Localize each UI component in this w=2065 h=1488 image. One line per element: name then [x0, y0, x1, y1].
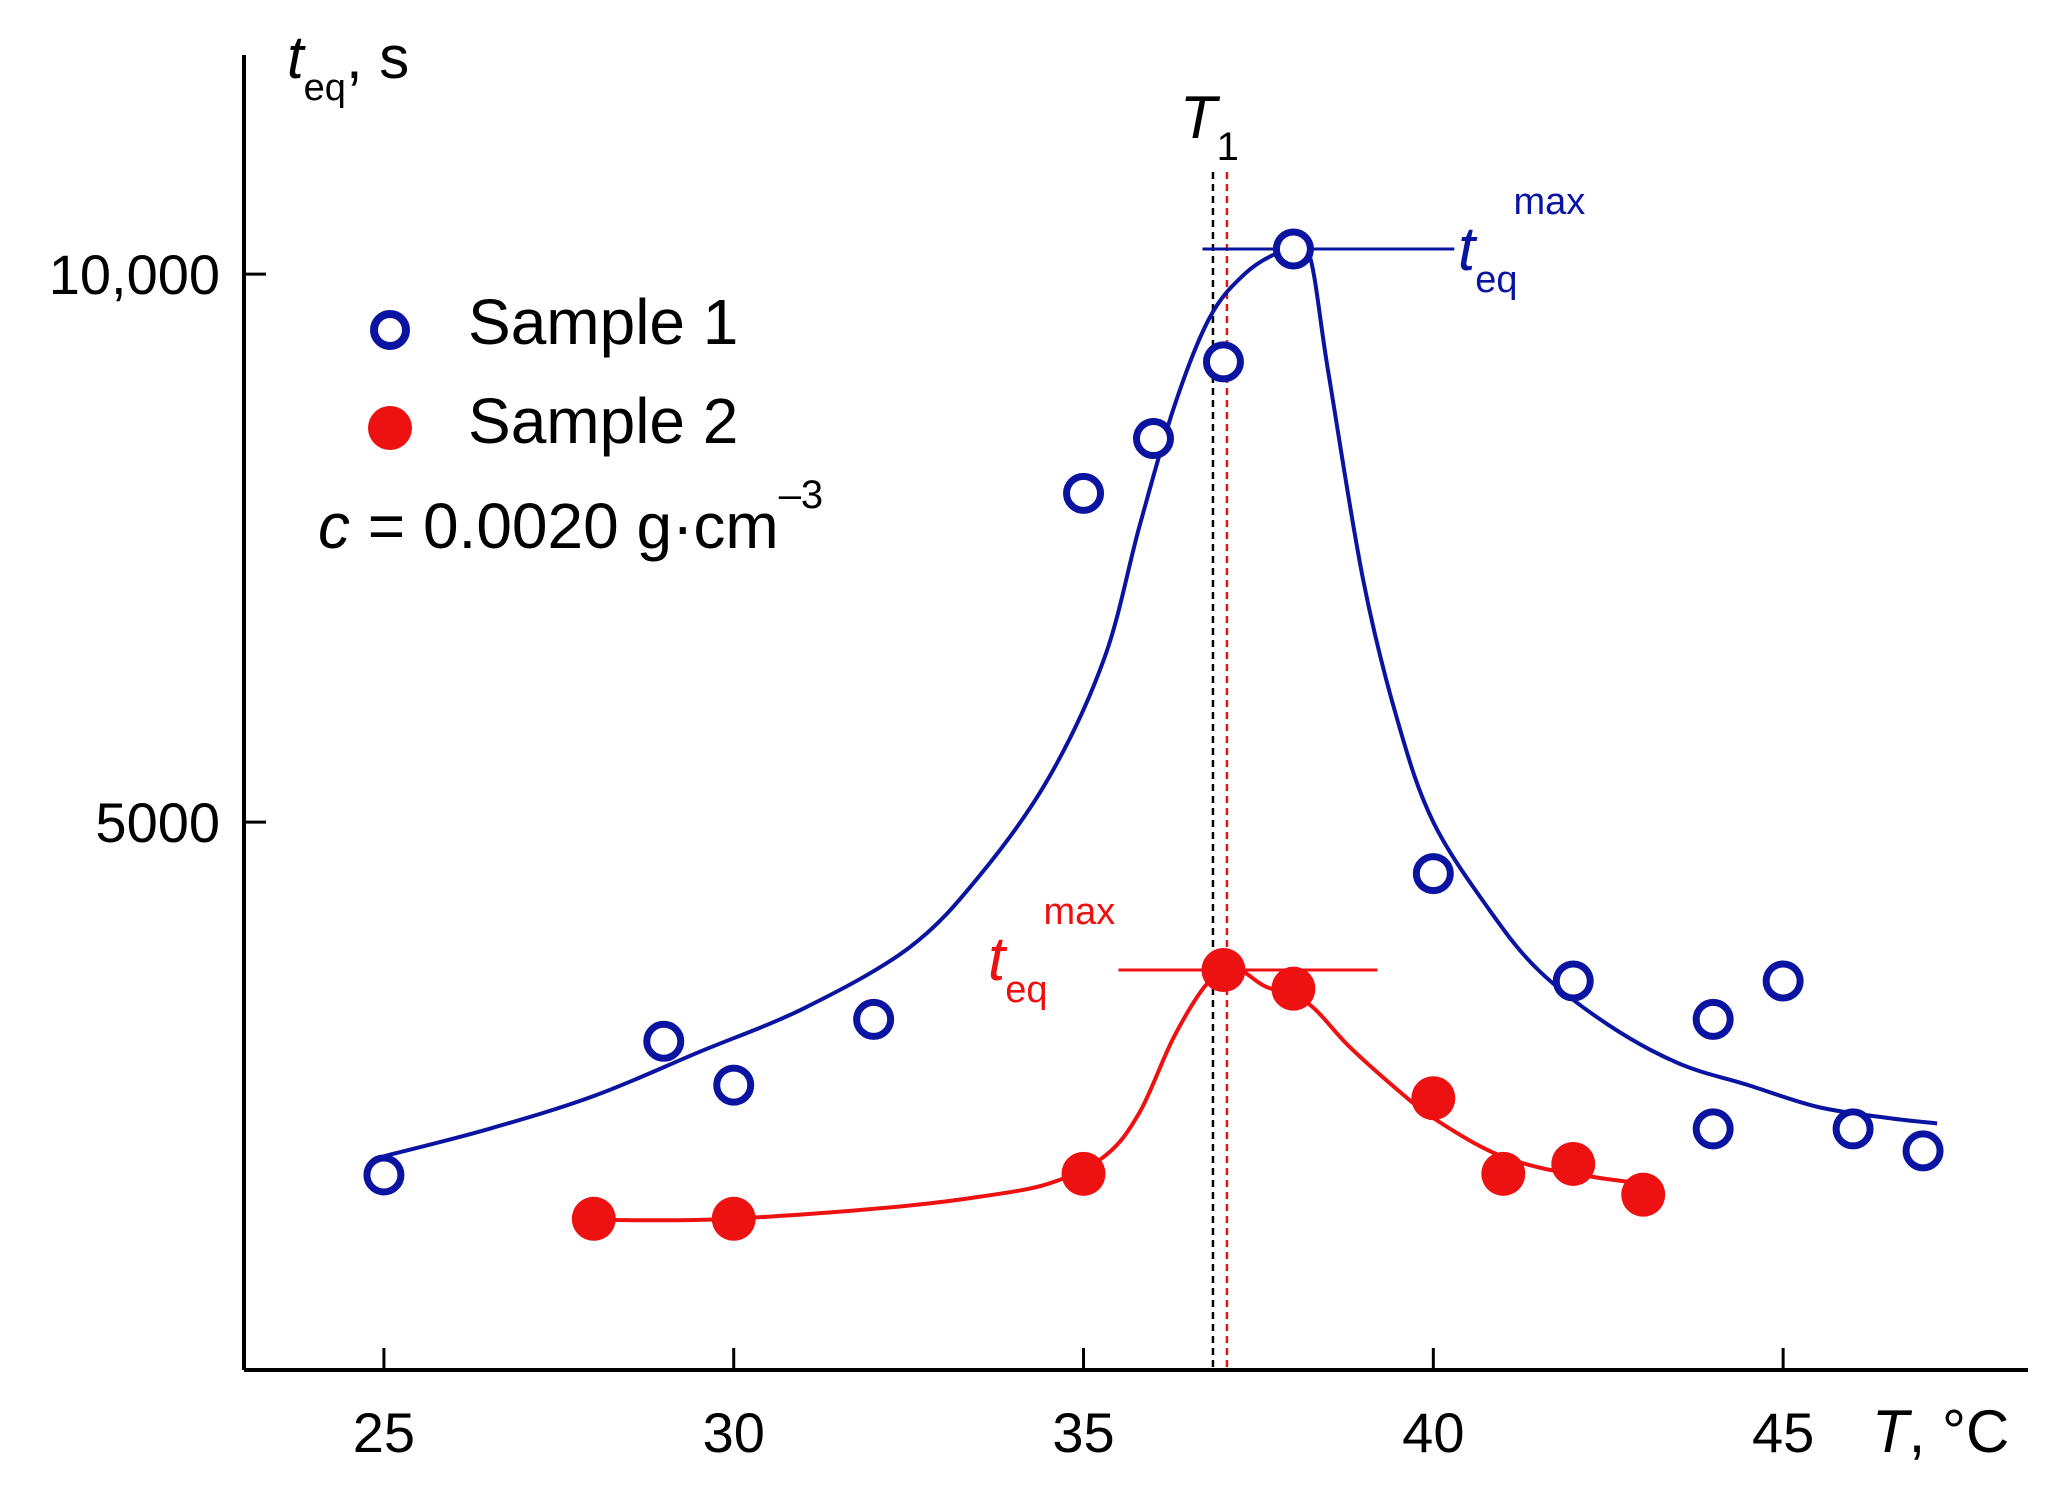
point-sample-1-1 [643, 1020, 685, 1062]
point-sample-1-11 [1692, 1108, 1734, 1150]
y-tick-label-5000: 5000 [95, 791, 220, 854]
point-sample-2-1 [711, 1196, 756, 1241]
point-sample-1-14 [1902, 1130, 1944, 1172]
x-ticks: 25 30 35 40 45 [353, 1348, 1814, 1464]
point-sample-2-3 [1201, 948, 1246, 993]
tmax-red-label: teqmax [988, 891, 1115, 1011]
point-sample-2-4 [1271, 966, 1316, 1011]
legend-concentration: c = 0.0020 g·cm–3 [318, 473, 823, 562]
point-sample-1-2 [713, 1064, 755, 1106]
point-sample-2-6 [1481, 1151, 1526, 1196]
t1-label: T1 [1180, 84, 1239, 169]
point-sample-1-12 [1762, 960, 1804, 1002]
x-tick-label-45: 45 [1752, 1401, 1814, 1464]
fit-curve-sample-1 [383, 238, 1938, 1159]
tmax-lines [1118, 247, 1455, 972]
legend-label-sample-2: Sample 2 [468, 385, 738, 457]
legend-marker-sample-2 [368, 406, 412, 450]
legend: Sample 1 Sample 2 c = 0.0020 g·cm–3 [318, 286, 823, 562]
point-sample-2-5 [1411, 1076, 1456, 1121]
point-sample-2-8 [1621, 1172, 1666, 1217]
legend-label-sample-1: Sample 1 [468, 286, 738, 358]
x-tick-label-35: 35 [1052, 1401, 1114, 1464]
data-points [363, 228, 1944, 1241]
x-tick-label-40: 40 [1402, 1401, 1464, 1464]
y-axis-title: teq, s [287, 24, 409, 109]
legend-marker-sample-1 [370, 310, 410, 350]
point-sample-2-7 [1551, 1141, 1596, 1186]
point-sample-2-0 [571, 1196, 616, 1241]
x-axis-title: T, °C [1872, 1398, 2009, 1465]
point-sample-1-9 [1552, 960, 1594, 1002]
point-sample-1-5 [1132, 418, 1174, 460]
y-tick-label-10000: 10,000 [49, 243, 220, 306]
point-sample-1-13 [1832, 1108, 1874, 1150]
point-sample-1-0 [363, 1154, 405, 1196]
axes [242, 55, 2028, 1372]
x-tick-label-30: 30 [703, 1401, 765, 1464]
point-sample-1-10 [1692, 998, 1734, 1040]
point-sample-1-8 [1412, 853, 1454, 895]
point-sample-1-3 [853, 998, 895, 1040]
t1-lines [1211, 172, 1229, 1370]
y-ticks: 5000 10,000 [49, 243, 266, 854]
x-tick-label-25: 25 [353, 1401, 415, 1464]
point-sample-1-4 [1063, 472, 1105, 514]
point-sample-1-6 [1202, 341, 1244, 383]
tmax-blue-label: teqmax [1458, 181, 1585, 301]
point-sample-2-2 [1061, 1151, 1106, 1196]
point-sample-1-7 [1272, 228, 1314, 270]
